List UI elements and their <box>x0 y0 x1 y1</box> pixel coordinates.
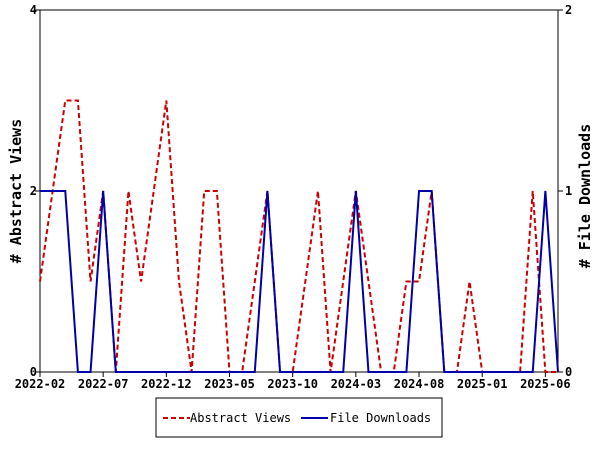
x-tick-label: 2023-10 <box>267 377 318 391</box>
x-tick-label: 2024-08 <box>394 377 445 391</box>
x-tick-label: 2022-12 <box>141 377 192 391</box>
legend-box <box>155 397 443 438</box>
y-axis-left: 0 2 4 <box>30 3 40 379</box>
y-right-tick-label: 1 <box>565 184 572 198</box>
series-line-abstract-views <box>39 99 558 373</box>
y-axis-right-title: # File Downloads <box>576 124 594 269</box>
x-axis: 2022-02 2022-07 2022-12 2023-05 2023-10 2024-… <box>15 372 571 391</box>
y-right-tick-label: 0 <box>565 365 572 379</box>
y-left-tick-label: 2 <box>30 184 37 198</box>
x-tick-label: 2024-03 <box>331 377 382 391</box>
x-tick-label: 2022-02 <box>15 377 66 391</box>
series-line-file-downloads <box>40 190 559 373</box>
legend: Abstract Views File Downloads <box>155 397 443 438</box>
y-left-tick-label: 4 <box>30 3 37 17</box>
legend-label-abstract-views: Abstract Views <box>190 411 291 425</box>
y-axis-right: 0 1 2 <box>558 3 572 379</box>
y-right-tick-label: 2 <box>565 3 572 17</box>
series-layer <box>39 99 559 373</box>
y-left-tick-label: 0 <box>30 365 37 379</box>
x-tick-label: 2022-07 <box>78 377 129 391</box>
plot-area <box>39 9 559 373</box>
x-tick-label: 2025-06 <box>520 377 571 391</box>
y-axis-left-title: # Abstract Views <box>7 119 25 264</box>
legend-label-file-downloads: File Downloads <box>330 411 431 425</box>
x-tick-label: 2023-05 <box>204 377 255 391</box>
x-tick-label: 2025-01 <box>457 377 508 391</box>
